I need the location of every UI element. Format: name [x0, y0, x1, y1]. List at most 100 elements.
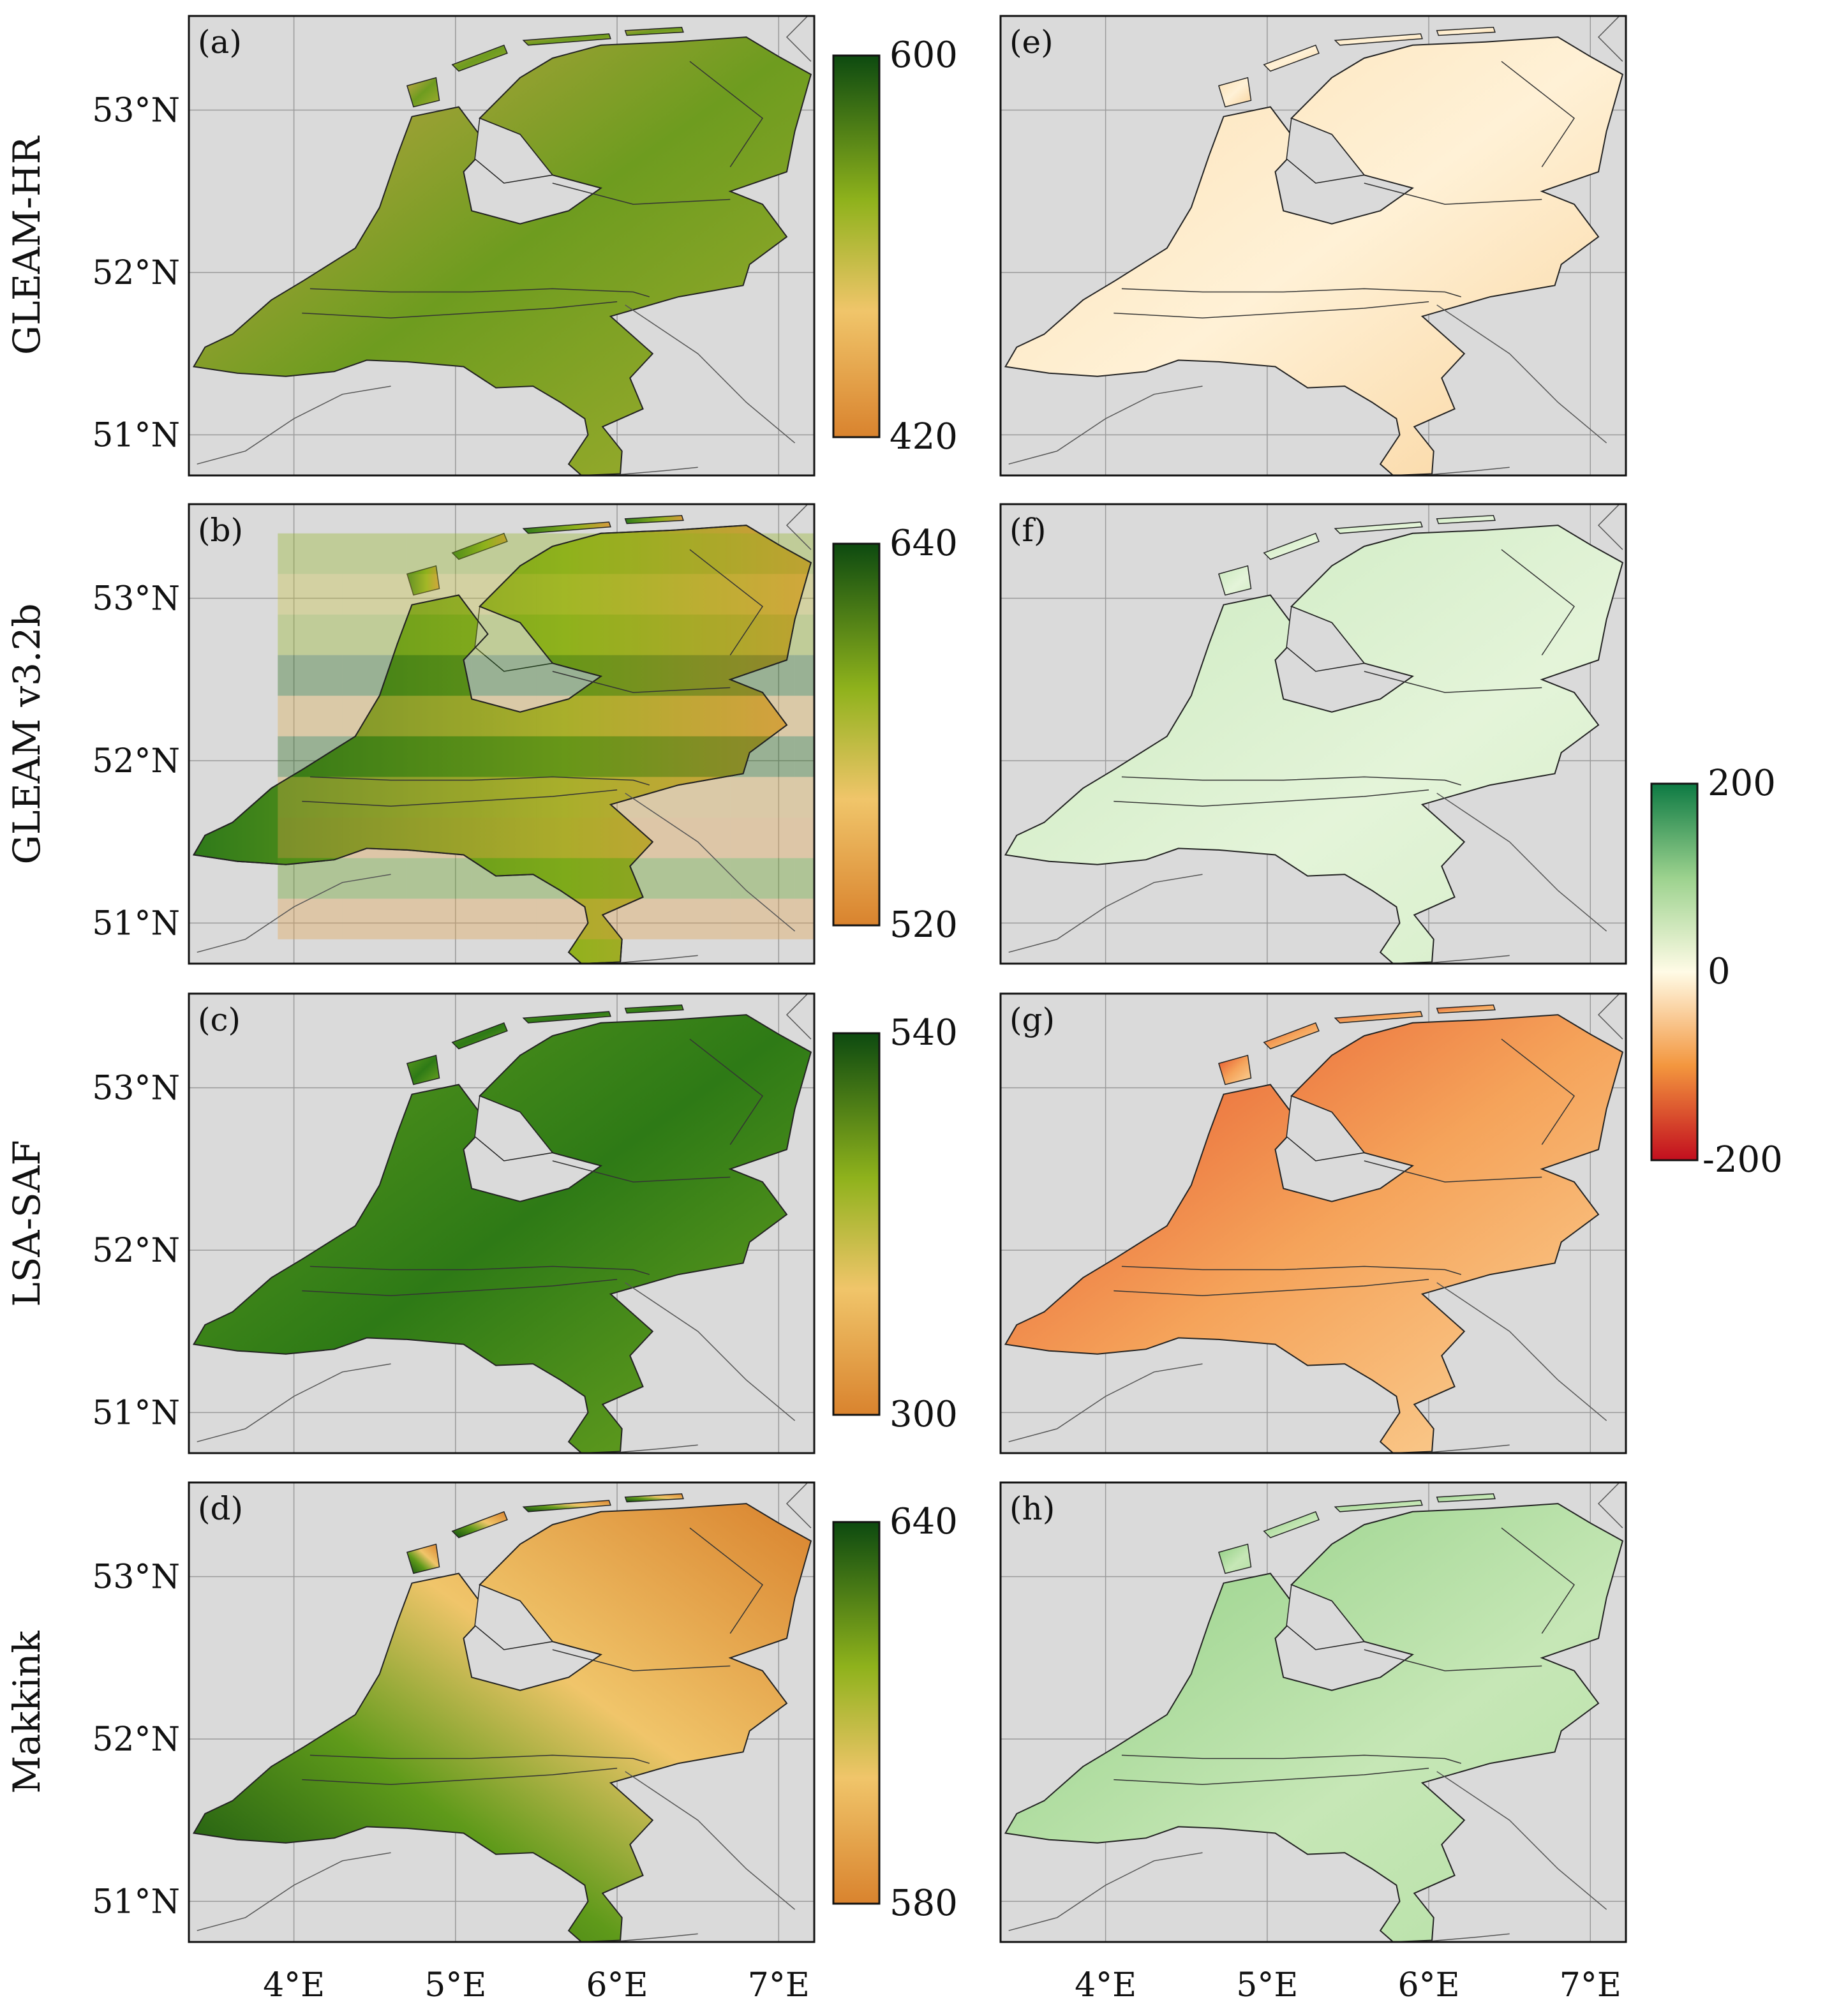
lon-tick-label: 7°E — [748, 1966, 810, 2005]
island — [624, 515, 684, 525]
border-line — [786, 1482, 812, 1528]
grid-cell — [600, 696, 666, 736]
map-panel-e: (e) — [999, 15, 1627, 477]
panel-label-b: (b) — [198, 512, 243, 549]
grid-cell — [472, 615, 537, 655]
river-line — [309, 288, 650, 297]
border-line — [609, 467, 698, 475]
river-line — [1114, 1279, 1429, 1296]
lake — [1286, 117, 1366, 184]
colorbar-ramp — [832, 1032, 881, 1416]
island — [451, 1022, 508, 1050]
colorbar-max-label: 600 — [890, 34, 958, 76]
river-line — [309, 1266, 650, 1275]
island — [522, 1011, 611, 1024]
colorbar-1: 600 420 — [832, 34, 958, 458]
river-line — [302, 301, 618, 318]
grid-cell — [794, 818, 814, 858]
river-line — [1364, 671, 1542, 693]
river-line — [1114, 1768, 1429, 1785]
panel-label-g: (g) — [1009, 1001, 1055, 1038]
river-line — [1364, 183, 1542, 205]
lake — [474, 1584, 554, 1650]
river-line — [309, 776, 650, 786]
map-panel-c: (c) — [188, 992, 816, 1454]
river-line — [1364, 1649, 1542, 1671]
grid-cell — [666, 899, 731, 939]
grid-cell — [794, 736, 814, 777]
island — [522, 521, 611, 534]
row-label: GLEAM v3.2b — [5, 603, 48, 864]
lat-tick-label: 51°N — [92, 416, 180, 454]
border-line — [1597, 994, 1623, 1040]
grid-cell — [794, 615, 814, 655]
lake — [1286, 1584, 1366, 1650]
lake — [1286, 606, 1366, 672]
island — [406, 77, 440, 108]
border-line — [1008, 874, 1203, 953]
river-line — [552, 183, 731, 205]
grid-cell — [730, 818, 795, 858]
grid-cell — [666, 818, 731, 858]
grid-cell — [666, 615, 731, 655]
grid-cell — [278, 533, 343, 574]
river-line — [552, 1649, 731, 1671]
colorbar-2: 640 520 — [832, 523, 958, 946]
grid-cell — [342, 736, 407, 777]
island — [1263, 1022, 1320, 1050]
colorbar-max-label: 640 — [890, 523, 958, 564]
lat-tick-label: 52°N — [92, 742, 180, 780]
river-line — [1114, 301, 1429, 318]
grid-cell — [600, 574, 666, 615]
colorbar-max-label: 540 — [890, 1012, 958, 1054]
river-line — [1364, 1160, 1542, 1183]
border-line — [1436, 793, 1607, 932]
panel-frame — [188, 992, 816, 1454]
border-line — [625, 1771, 796, 1910]
grid-cell — [600, 615, 666, 655]
grid-cell — [342, 858, 407, 899]
colorbar-ramp — [832, 542, 881, 927]
island — [1334, 33, 1423, 46]
map-panel-d: (d) — [188, 1481, 816, 1943]
grid-cell — [406, 655, 472, 696]
grid-cell — [730, 696, 795, 736]
row-label: GLEAM-HR — [5, 135, 48, 355]
lat-tick-label: 51°N — [92, 1883, 180, 1921]
grid-cell — [406, 858, 472, 899]
panel-label-c: (c) — [198, 1001, 241, 1038]
panel-label-a: (a) — [198, 24, 242, 61]
grid-cell — [472, 533, 537, 574]
island — [1263, 44, 1320, 72]
grid-cell — [342, 533, 407, 574]
lon-tick-label: 5°E — [1236, 1966, 1298, 2005]
grid-cell — [600, 818, 666, 858]
border-line — [625, 793, 796, 932]
colorbar-min-label: 580 — [890, 1883, 958, 1924]
grid-cell — [730, 574, 795, 615]
grid-cell — [730, 533, 795, 574]
grid-cell — [666, 736, 731, 777]
island — [451, 44, 508, 72]
river-line — [309, 1754, 650, 1764]
border-line — [786, 16, 812, 62]
river-line — [552, 1160, 731, 1183]
grid-cell — [472, 818, 537, 858]
island — [1436, 1004, 1496, 1014]
grid-cell — [406, 574, 472, 615]
grid-cell — [278, 736, 343, 777]
island — [1263, 532, 1320, 560]
island — [522, 33, 611, 46]
island — [451, 1511, 508, 1539]
island — [522, 1500, 611, 1512]
grid-cell — [406, 899, 472, 939]
grid-cell — [406, 533, 472, 574]
grid-cell — [278, 655, 343, 696]
colorbar-min-label: 300 — [890, 1394, 958, 1435]
grid-cell — [730, 615, 795, 655]
grid-cell — [278, 574, 343, 615]
grid-cell — [666, 533, 731, 574]
river-line — [1121, 1754, 1461, 1764]
grid-cell — [794, 655, 814, 696]
